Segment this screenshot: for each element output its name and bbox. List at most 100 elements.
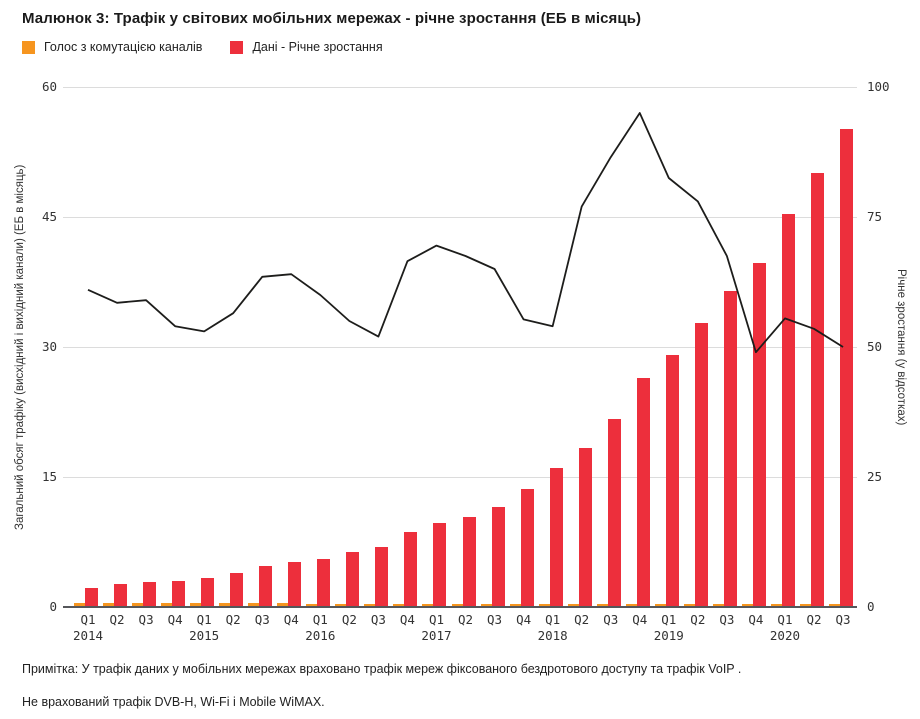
data-bar xyxy=(578,448,592,607)
data-bar xyxy=(85,587,98,607)
voice-bar xyxy=(103,603,115,607)
x-tick-label: Q1 xyxy=(196,612,212,627)
x-tick-label: Q4 xyxy=(632,612,648,627)
year-label: 2017 xyxy=(421,628,452,643)
x-tick-label: Q4 xyxy=(399,612,415,627)
voice-bar xyxy=(829,603,841,607)
footnote-1: Примітка: У трафік даних у мобільних мер… xyxy=(22,662,742,676)
left-tick-label: 30 xyxy=(41,339,57,354)
data-bar xyxy=(811,172,824,607)
x-tick-label: Q3 xyxy=(719,612,735,627)
x-tick-label: Q3 xyxy=(254,612,270,627)
data-bar xyxy=(143,581,157,607)
voice-bar xyxy=(335,603,347,607)
data-bar xyxy=(404,532,418,607)
right-axis-title: Річне зростання (у відсотках) xyxy=(895,268,907,426)
x-tick-label: Q2 xyxy=(457,612,474,627)
data-bar xyxy=(781,213,795,607)
right-tick-label: 25 xyxy=(867,469,883,484)
x-tick-label: Q3 xyxy=(603,612,619,627)
x-tick-label: Q1 xyxy=(80,612,96,627)
voice-bar xyxy=(190,603,202,607)
x-tick-label: Q4 xyxy=(283,612,299,627)
right-tick-label: 0 xyxy=(867,599,875,614)
data-bar xyxy=(840,129,854,607)
x-axis-line xyxy=(63,606,857,608)
x-tick-label: Q2 xyxy=(574,612,590,627)
voice-bar xyxy=(161,603,173,607)
gridline xyxy=(63,216,857,218)
data-bar xyxy=(520,489,534,607)
data-bar xyxy=(288,561,302,607)
data-bar xyxy=(230,573,244,607)
voice-bar xyxy=(596,603,608,607)
legend-item-data: Дані - Річне зростання xyxy=(230,40,383,54)
data-bar xyxy=(491,507,505,607)
year-label: 2014 xyxy=(72,628,104,643)
year-label: 2016 xyxy=(305,628,336,643)
data-swatch-icon xyxy=(230,40,244,54)
x-tick-label: Q1 xyxy=(545,612,561,627)
data-bar xyxy=(462,516,476,607)
legend: Голос з комутацією каналів Дані - Річне … xyxy=(22,40,383,54)
x-tick-label: Q3 xyxy=(487,612,503,627)
voice-swatch-icon xyxy=(22,40,35,54)
x-tick-label: Q3 xyxy=(138,612,154,627)
right-tick-label: 75 xyxy=(867,209,883,224)
left-tick-label: 0 xyxy=(49,599,57,614)
voice-bar xyxy=(74,603,85,607)
data-bar xyxy=(201,578,215,607)
voice-bar xyxy=(567,603,579,607)
x-tick-label: Q2 xyxy=(341,612,357,627)
voice-bar xyxy=(364,603,376,607)
x-tick-label: Q3 xyxy=(835,612,851,627)
voice-bar xyxy=(741,603,753,607)
data-bar xyxy=(375,547,389,607)
x-tick-label: Q4 xyxy=(748,612,764,627)
left-tick-label: 60 xyxy=(41,79,57,94)
voice-bar xyxy=(538,603,550,607)
voice-bar xyxy=(451,603,463,607)
x-tick-label: Q1 xyxy=(661,612,677,627)
data-bar xyxy=(433,522,447,607)
data-bar xyxy=(723,290,737,607)
right-tick-label: 50 xyxy=(867,339,883,354)
growth-line xyxy=(87,112,844,354)
x-tick-label: Q1 xyxy=(428,612,444,627)
voice-bar xyxy=(625,603,637,607)
x-tick-label: Q2 xyxy=(225,612,241,627)
footnote-2: Не врахований трафік DVB-H, Wi-Fi і Mobi… xyxy=(22,695,325,709)
right-tick-label: 100 xyxy=(867,79,890,94)
data-bar xyxy=(172,581,186,607)
growth-line-svg xyxy=(87,112,844,354)
data-bar xyxy=(665,354,679,607)
gridline xyxy=(63,346,857,348)
voice-bar xyxy=(770,603,782,607)
year-label: 2018 xyxy=(537,628,568,643)
gridline xyxy=(63,86,857,88)
voice-bar xyxy=(393,603,405,607)
chart-title: Малюнок 3: Трафік у світових мобільних м… xyxy=(22,10,642,27)
voice-bar xyxy=(422,603,434,607)
legend-label-data: Дані - Річне зростання xyxy=(252,40,383,54)
voice-bar xyxy=(277,603,289,607)
x-tick-label: Q1 xyxy=(777,612,793,627)
gridline xyxy=(63,476,857,478)
year-label: 2015 xyxy=(189,628,220,643)
legend-label-voice: Голос з комутацією каналів xyxy=(44,40,203,54)
data-bar xyxy=(114,583,128,607)
plot-area xyxy=(63,86,857,607)
voice-bar xyxy=(248,603,260,607)
year-label: 2020 xyxy=(769,628,800,643)
data-bar xyxy=(317,559,331,607)
voice-bar xyxy=(132,603,144,607)
data-bar xyxy=(636,378,650,607)
data-bar xyxy=(752,262,766,607)
x-tick-label: Q4 xyxy=(167,612,183,627)
left-tick-label: 45 xyxy=(41,209,57,224)
x-tick-label: Q2 xyxy=(806,612,822,627)
x-tick-label: Q2 xyxy=(109,612,125,627)
x-tick-label: Q2 xyxy=(690,612,706,627)
voice-bar xyxy=(480,603,492,607)
x-tick-label: Q1 xyxy=(312,612,328,627)
